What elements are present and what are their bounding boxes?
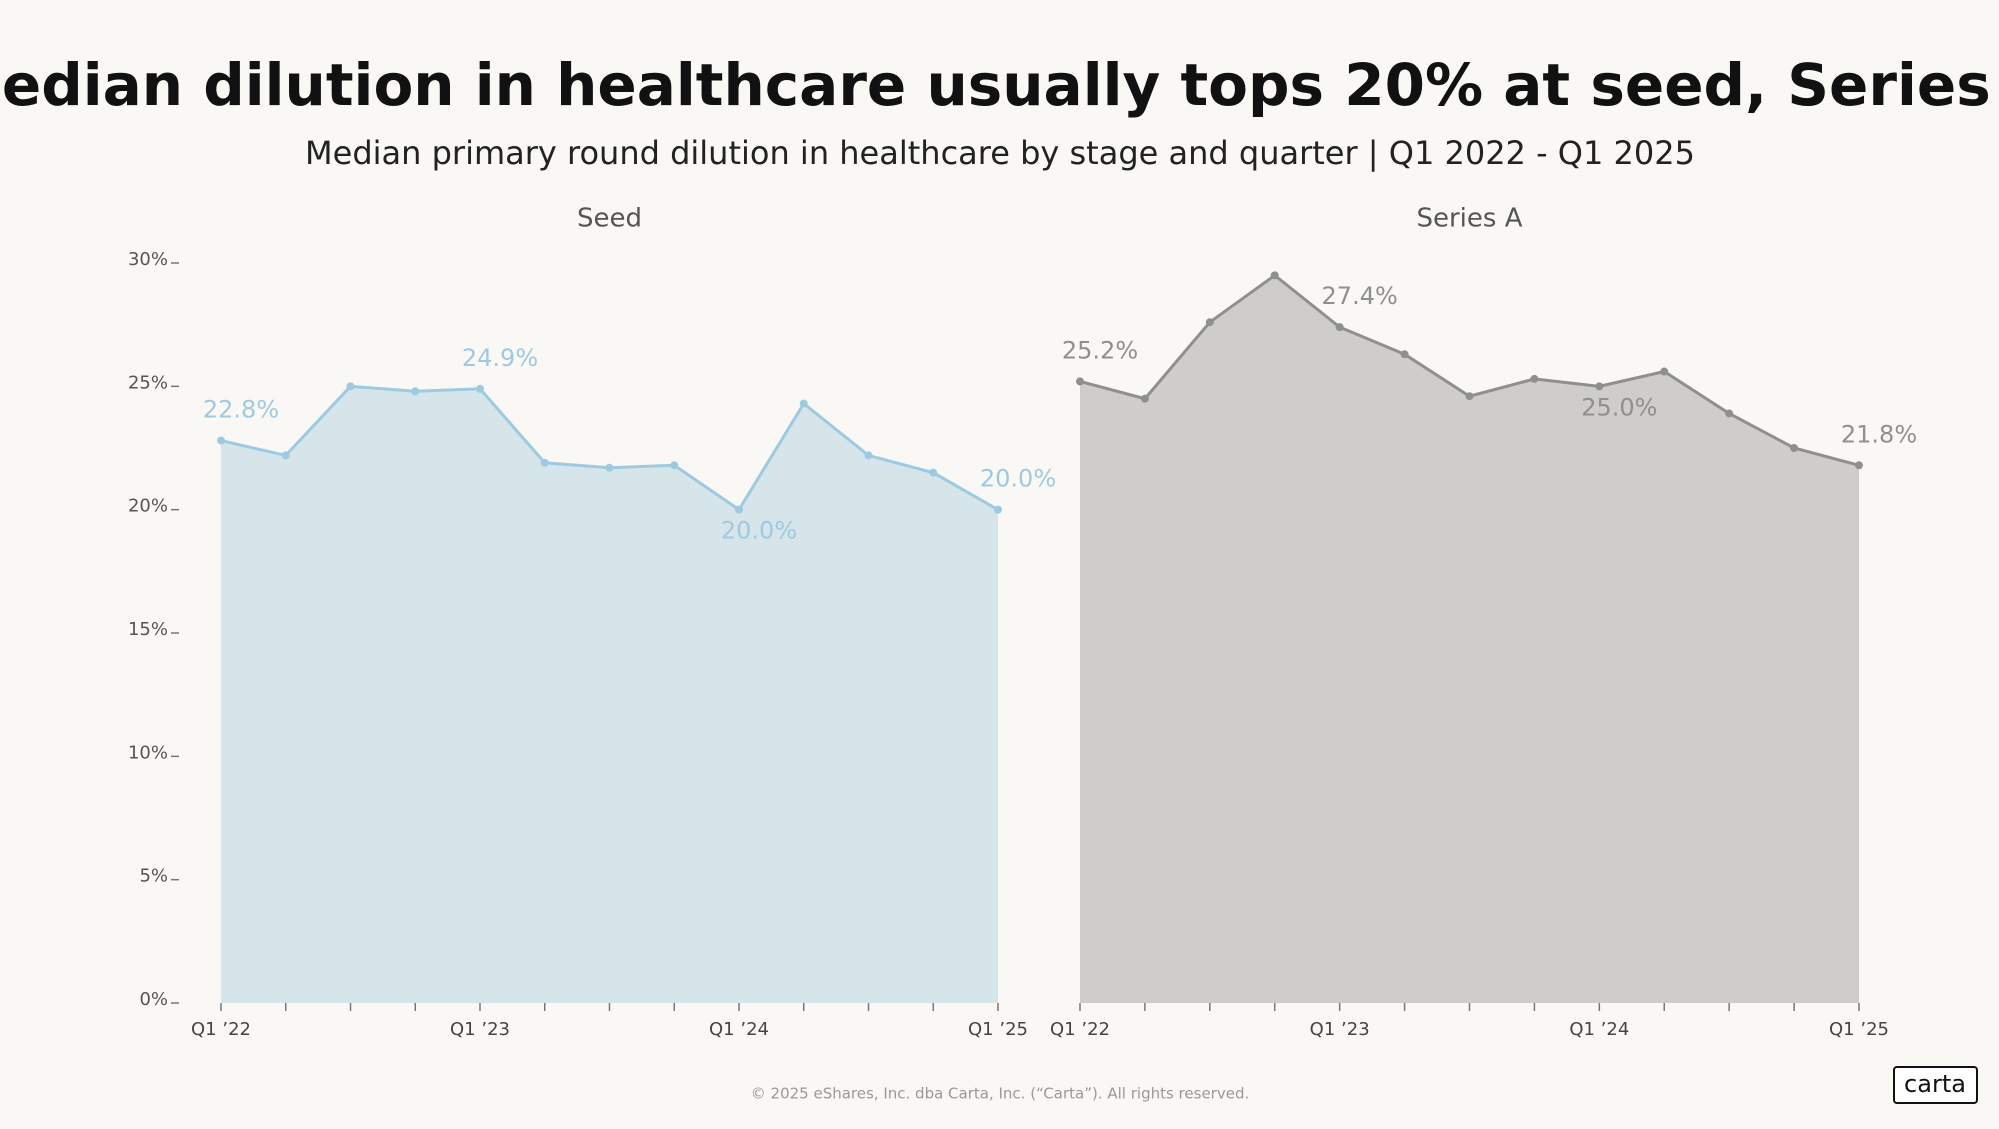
point xyxy=(346,382,355,391)
point xyxy=(1076,377,1084,386)
data-label: 24.9% xyxy=(462,344,538,372)
point xyxy=(1270,271,1279,280)
data-label: 27.4% xyxy=(1322,282,1398,310)
point xyxy=(1205,318,1214,327)
point xyxy=(1595,382,1604,391)
point xyxy=(605,463,614,472)
subtitle: Median primary round dilution in healthc… xyxy=(305,134,1695,172)
point xyxy=(1660,367,1669,376)
x-tick-label: Q1 ’25 xyxy=(1829,1019,1889,1040)
y-tick-label: 0% xyxy=(139,989,168,1010)
logo: carta xyxy=(1904,1070,1966,1098)
point xyxy=(864,451,873,460)
point xyxy=(799,399,808,408)
y-tick-label: 20% xyxy=(128,496,168,517)
point xyxy=(217,436,225,445)
point xyxy=(735,505,743,514)
y-tick-label: 10% xyxy=(128,742,168,763)
chart-title: Seed xyxy=(577,204,642,234)
point xyxy=(1790,444,1799,452)
x-tick-label: Q1 ’24 xyxy=(1569,1019,1629,1040)
x-tick-label: Q1 ’22 xyxy=(1050,1019,1110,1040)
footer: © 2025 eShares, Inc. dba Carta, Inc. (“C… xyxy=(751,1085,1249,1103)
x-tick-label: Q1 ’22 xyxy=(191,1019,251,1040)
chart-title: Series A xyxy=(1416,204,1522,234)
point xyxy=(929,468,938,477)
data-label: 20.0% xyxy=(980,465,1056,493)
point xyxy=(1530,374,1539,383)
point xyxy=(1140,394,1149,403)
data-label: 20.0% xyxy=(721,517,797,545)
point xyxy=(281,451,290,460)
point xyxy=(670,461,679,470)
y-tick-label: 30% xyxy=(128,249,168,270)
point xyxy=(1725,409,1734,418)
data-label: 21.8% xyxy=(1841,420,1917,448)
data-label: 22.8% xyxy=(203,396,279,424)
point xyxy=(476,384,484,393)
y-tick-label: 5% xyxy=(139,866,168,887)
x-tick-label: Q1 ’25 xyxy=(968,1019,1028,1040)
y-tick-label: 25% xyxy=(128,372,168,393)
point xyxy=(1400,350,1409,359)
point xyxy=(1465,392,1474,401)
x-tick-label: Q1 ’23 xyxy=(450,1019,510,1040)
x-tick-label: Q1 ’24 xyxy=(709,1019,769,1040)
point xyxy=(1335,323,1344,332)
title: Median dilution in healthcare usually to… xyxy=(0,51,1999,119)
x-tick-label: Q1 ’23 xyxy=(1310,1019,1370,1040)
data-label: 25.2% xyxy=(1062,336,1138,364)
point xyxy=(411,387,420,396)
logo-box xyxy=(1893,1066,1978,1104)
y-tick-label: 15% xyxy=(128,619,168,640)
data-label: 25.0% xyxy=(1581,393,1657,421)
area xyxy=(221,386,998,1003)
point xyxy=(994,505,1002,514)
point xyxy=(540,458,549,467)
point xyxy=(1855,461,1863,470)
area xyxy=(1080,275,1859,1003)
